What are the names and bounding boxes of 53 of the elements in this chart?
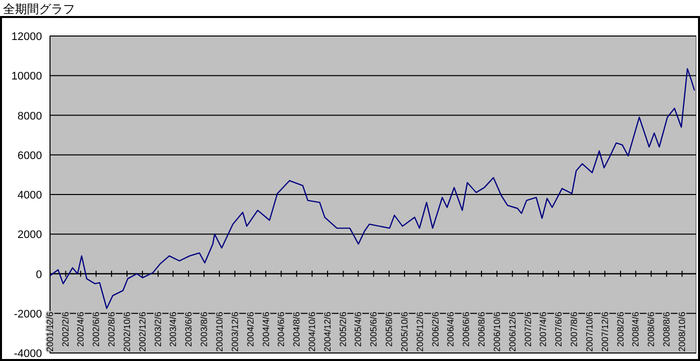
x-tick-label: 2005/4/6 [353, 312, 364, 347]
x-tick-label: 2003/4/6 [168, 312, 178, 347]
x-tick-label: 2004/8/6 [292, 312, 302, 347]
x-tick-label: 2007/12/6 [600, 312, 610, 352]
y-tick-label: 8000 [18, 110, 42, 122]
y-tick-label: -4000 [14, 348, 42, 360]
x-tick-label: 2003/12/6 [230, 312, 240, 352]
x-tick-label: 2005/8/6 [384, 312, 394, 347]
x-tick-label: 2005/2/6 [338, 312, 348, 347]
x-tick-label: 2006/10/6 [492, 312, 502, 352]
y-tick-label: 10000 [11, 70, 42, 83]
x-tick-label: 2008/2/6 [616, 312, 626, 347]
x-tick-label: 2001/12/6 [45, 312, 55, 352]
y-tick-label: 0 [36, 268, 42, 281]
x-tick-label: 2004/6/6 [276, 312, 286, 347]
x-tick-label: 2007/4/6 [538, 312, 548, 347]
x-tick-label: 2005/6/6 [368, 312, 379, 347]
x-tick-label: 2008/6/6 [646, 312, 656, 347]
y-tick-label: 4000 [18, 190, 42, 202]
x-tick-label: 2006/2/6 [430, 312, 441, 347]
x-tick-label: 2004/4/6 [260, 312, 271, 347]
x-tick-label: 2003/6/6 [184, 312, 194, 347]
x-tick-label: 2002/8/6 [106, 312, 117, 347]
x-tick-label: 2005/12/6 [414, 312, 425, 352]
x-tick-label: 2006/8/6 [476, 312, 487, 347]
x-tick-label: 2002/2/6 [60, 312, 71, 347]
x-tick-label: 2004/10/6 [307, 312, 318, 352]
x-tick-label: 2008/8/6 [662, 312, 672, 347]
x-tick-label: 2008/4/6 [630, 312, 641, 347]
x-tick-label: 2002/6/6 [91, 312, 102, 347]
x-tick-label: 2007/6/6 [553, 312, 564, 347]
x-tick-label: 2007/8/6 [568, 312, 579, 347]
x-tick-label: 2007/10/6 [584, 312, 594, 352]
x-tick-label: 2004/12/6 [322, 312, 333, 352]
x-tick-label: 2003/10/6 [214, 312, 224, 352]
chart-title: 全期間グラフ [3, 2, 75, 16]
x-tick-label: 2003/8/6 [198, 312, 209, 347]
line-series [49, 68, 696, 310]
y-tick-label: 2000 [18, 229, 42, 242]
y-tick-label: 12000 [11, 31, 42, 43]
x-tick-label: 2005/10/6 [400, 312, 410, 352]
y-tick-label: 6000 [18, 150, 42, 162]
x-tick-label: 2002/12/6 [137, 312, 148, 352]
x-tick-label: 2008/10/6 [677, 312, 688, 352]
x-tick-label: 2006/12/6 [507, 312, 518, 352]
x-tick-label: 2004/2/6 [246, 312, 256, 347]
x-tick-label: 2002/4/6 [76, 312, 86, 347]
x-tick-label: 2003/2/6 [153, 312, 164, 347]
x-tick-label: 2002/10/6 [122, 312, 132, 352]
x-tick-label: 2007/2/6 [523, 312, 534, 347]
y-tick-label: -2000 [14, 308, 42, 320]
x-tick-label: 2006/6/6 [461, 312, 472, 347]
x-tick-label: 2006/4/6 [446, 312, 456, 347]
